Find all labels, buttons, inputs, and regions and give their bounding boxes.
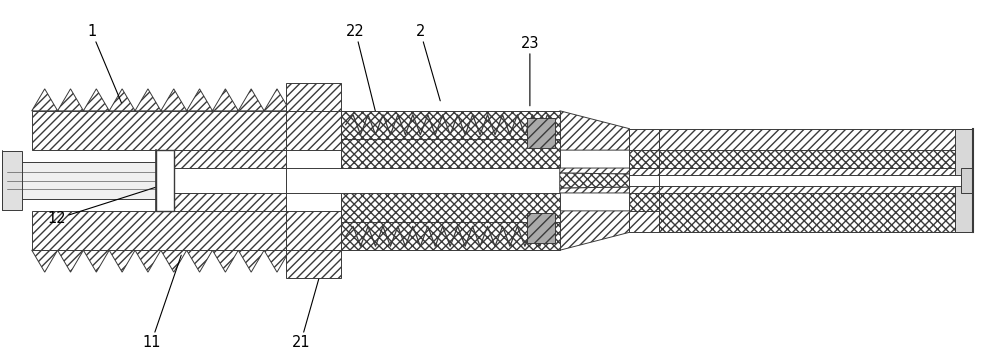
- Bar: [286, 83, 341, 111]
- Bar: [341, 111, 560, 150]
- Bar: [341, 111, 560, 139]
- Bar: [341, 193, 560, 222]
- Bar: [659, 168, 973, 174]
- Polygon shape: [560, 173, 629, 188]
- Bar: [156, 150, 286, 168]
- Bar: [659, 193, 973, 232]
- Bar: [7, 162, 156, 199]
- Bar: [955, 129, 973, 232]
- Bar: [32, 211, 286, 250]
- Bar: [659, 174, 973, 187]
- Text: 11: 11: [142, 255, 181, 350]
- Bar: [659, 129, 973, 150]
- Text: 22: 22: [346, 24, 380, 132]
- Bar: [527, 118, 555, 148]
- Bar: [286, 168, 560, 193]
- Bar: [341, 211, 560, 250]
- Polygon shape: [560, 211, 629, 250]
- Bar: [341, 222, 560, 250]
- Polygon shape: [629, 129, 659, 150]
- Bar: [286, 111, 341, 150]
- Bar: [32, 111, 286, 150]
- Polygon shape: [560, 168, 629, 174]
- Polygon shape: [32, 89, 316, 111]
- Bar: [156, 168, 286, 193]
- Bar: [961, 168, 973, 193]
- Bar: [286, 211, 341, 250]
- Bar: [341, 139, 560, 168]
- Text: 21: 21: [291, 272, 321, 350]
- Bar: [527, 213, 555, 243]
- Bar: [659, 211, 973, 232]
- Text: 12: 12: [47, 186, 161, 226]
- Bar: [156, 150, 174, 211]
- Text: 1: 1: [87, 24, 121, 103]
- Text: 23: 23: [521, 36, 539, 106]
- Polygon shape: [629, 193, 659, 211]
- Bar: [286, 250, 341, 278]
- Bar: [659, 150, 973, 168]
- Polygon shape: [629, 211, 659, 232]
- Bar: [659, 187, 973, 193]
- Bar: [156, 193, 286, 211]
- Polygon shape: [32, 250, 316, 272]
- Polygon shape: [629, 168, 659, 174]
- Polygon shape: [560, 111, 629, 150]
- Text: 2: 2: [416, 24, 440, 101]
- Polygon shape: [629, 150, 659, 168]
- Polygon shape: [629, 187, 659, 193]
- Polygon shape: [560, 187, 629, 193]
- Bar: [2, 151, 22, 210]
